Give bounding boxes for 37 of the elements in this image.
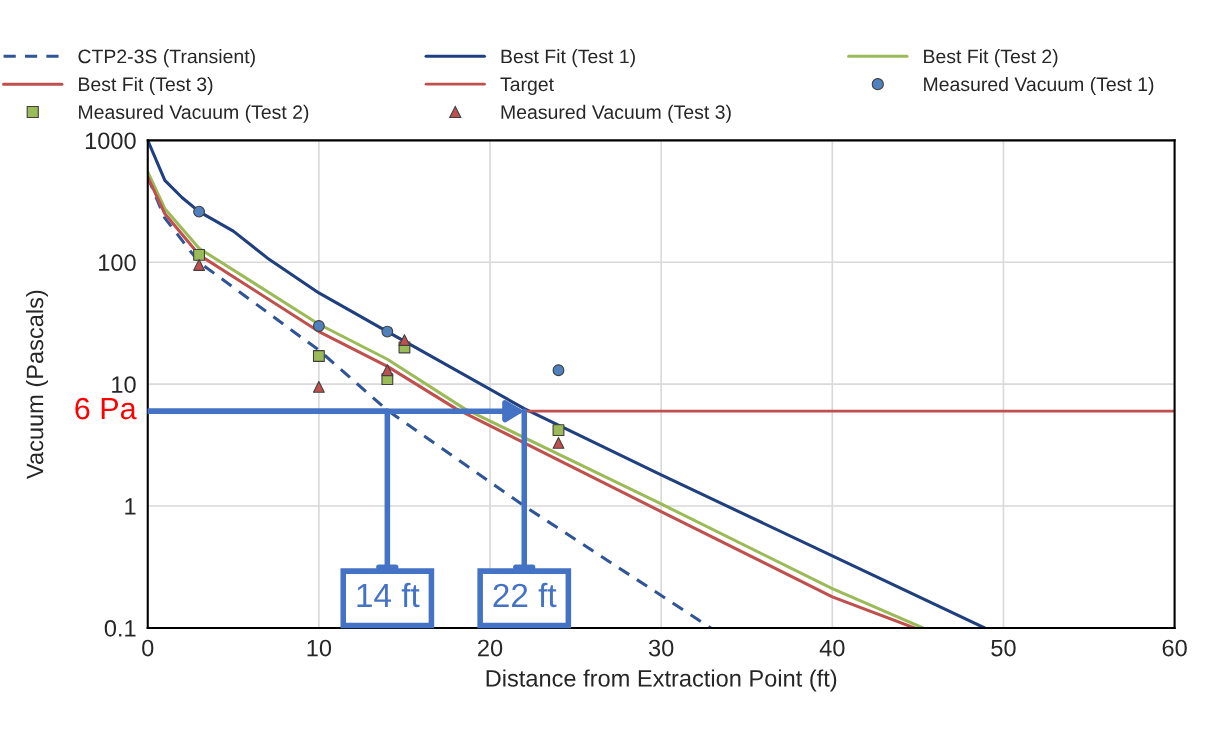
point [552,424,565,436]
point [552,436,565,449]
x-tick-label: 40 [819,639,845,657]
legend-label: Best Fit (Test 3) [79,76,213,95]
annotation: 6 Pa [75,397,137,420]
y-tick-label: 1000 [85,132,136,150]
annotation: 14 ft [357,582,420,608]
legend-label: Best Fit (Test 2) [924,49,1058,68]
point [193,259,206,271]
point [312,350,325,362]
x-tick-label: 10 [307,639,332,657]
legend-label: Measured Vacuum (Test 1) [924,76,1154,95]
y-axis-title: Vacuum (Pascals) [25,290,48,479]
point [552,364,565,377]
x-tick-label: 60 [1162,639,1187,657]
legend-label: Best Fit (Test 1) [501,49,635,68]
x-tick-label: 0 [142,639,154,657]
annotation: 22 ft [493,582,557,608]
point [381,364,394,377]
point [193,205,206,218]
legend-label: Target [500,77,554,95]
legend-label: Measured Vacuum (Test 2) [79,104,309,123]
legend-label: Measured Vacuum (Test 3) [501,104,731,123]
y-tick-label: 100 [99,254,136,272]
y-tick-label: 0.1 [104,620,136,637]
legend-label: CTP2-3S (Transient) [78,49,255,68]
point [193,248,206,261]
x-axis-title: Distance from Extraction Point (ft) [486,669,837,692]
x-tick-label: 20 [478,639,503,657]
x-tick-label: 30 [648,639,674,657]
y-tick-label: 1 [125,498,136,515]
point [381,325,394,338]
x-tick-label: 50 [991,639,1016,657]
y-tick-label: 10 [112,376,136,393]
point [312,320,325,332]
point [312,380,325,393]
point [398,334,411,346]
